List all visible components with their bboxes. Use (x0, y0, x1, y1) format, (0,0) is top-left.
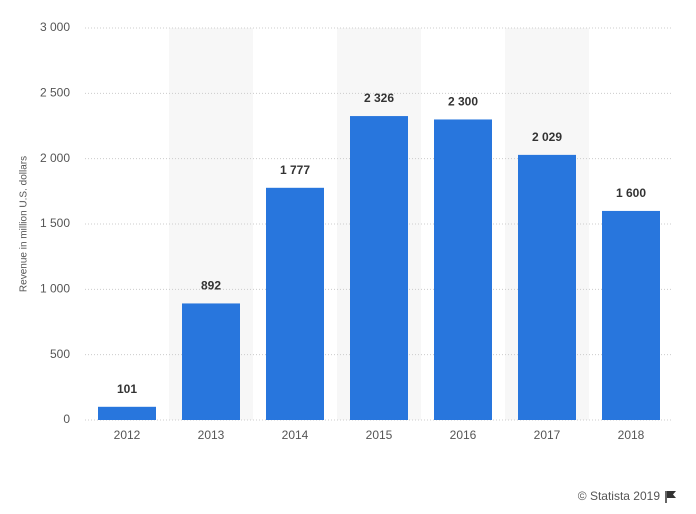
value-label: 101 (117, 382, 137, 396)
x-tick-label: 2013 (198, 428, 225, 442)
y-tick-label: 3 000 (40, 20, 70, 34)
x-tick-label: 2016 (450, 428, 477, 442)
y-tick-label: 1 500 (40, 216, 70, 230)
value-label: 1 600 (616, 186, 646, 200)
x-tick-label: 2017 (534, 428, 561, 442)
value-label: 2 029 (532, 130, 562, 144)
y-tick-label: 0 (63, 412, 70, 426)
bar (602, 210, 660, 420)
bar (518, 154, 576, 421)
y-axis-label: Revenue in million U.S. dollars (19, 156, 30, 292)
y-tick-label: 500 (50, 347, 70, 361)
x-tick-label: 2015 (366, 428, 393, 442)
x-tick-label: 2018 (618, 428, 645, 442)
value-label: 2 300 (448, 95, 478, 109)
y-tick-label: 2 000 (40, 151, 70, 165)
value-label: 2 326 (364, 91, 394, 105)
y-tick-label: 2 500 (40, 86, 70, 100)
credit: © Statista 2019 (578, 489, 661, 503)
bar (266, 187, 324, 420)
x-tick-label: 2014 (282, 428, 309, 442)
value-label: 892 (201, 279, 221, 293)
flag-icon (665, 491, 676, 503)
x-tick-label: 2012 (114, 428, 141, 442)
y-tick-label: 1 000 (40, 282, 70, 296)
bar (434, 119, 492, 420)
bar (182, 303, 240, 420)
bar (350, 116, 408, 420)
bar (98, 406, 156, 420)
value-label: 1 777 (280, 163, 310, 177)
